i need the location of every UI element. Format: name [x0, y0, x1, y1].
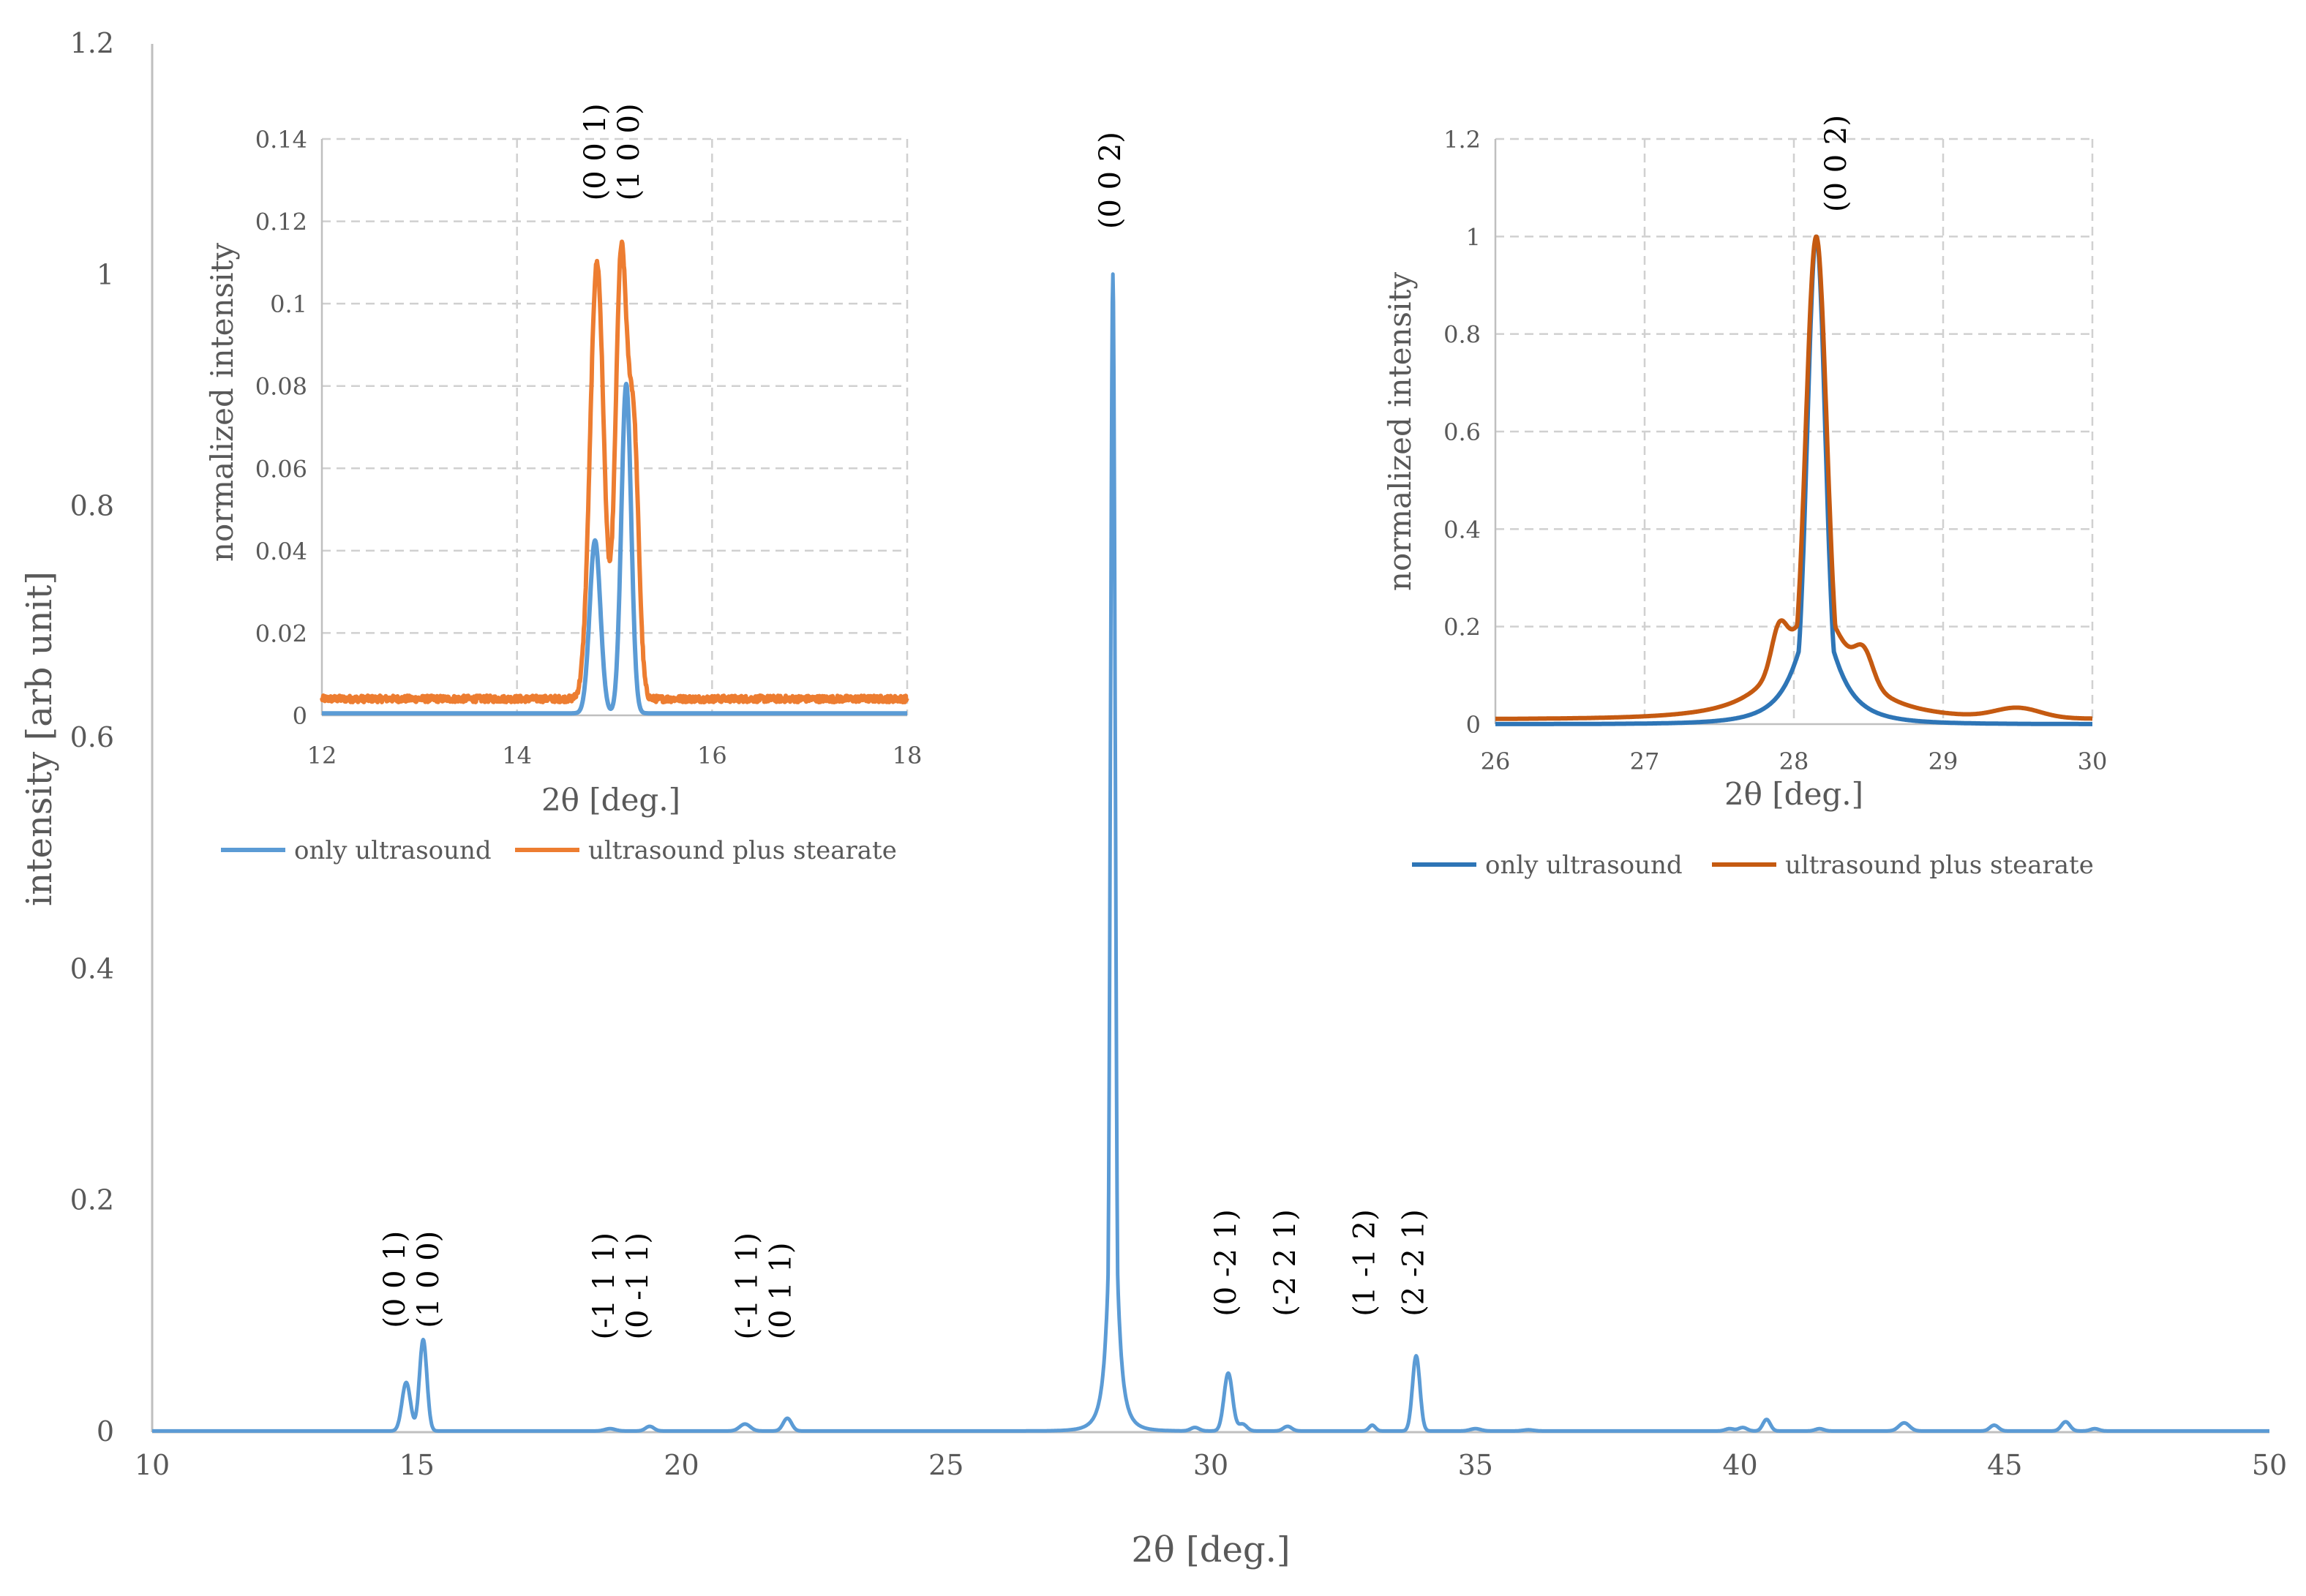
inset-left-y-tick-label: 0.1: [270, 290, 307, 318]
main-x-tick-label: 20: [664, 1449, 699, 1481]
main-chart: 10 15 20 25 30 35 40 45 50 00.20.40.60.811.2 (0 …: [19, 27, 2287, 1570]
main-peak-annotation: (1 -1 2): [1348, 1209, 1381, 1317]
inset-left-series-ultrasound-plus-stearate: [320, 239, 909, 704]
inset-left-peak-annotation: (1 0 0): [612, 103, 646, 200]
inset-left-x-tick-label: 14: [502, 742, 532, 769]
legend-label-ultrasound-plus-stearate: ultrasound plus stearate: [588, 836, 897, 865]
main-x-tick-label: 50: [2252, 1449, 2287, 1481]
main-peak-annotation: (0 0 1): [378, 1231, 412, 1328]
legend-label-only-ultrasound-right: only ultrasound: [1485, 851, 1683, 880]
inset-left-y-tick-label: 0: [293, 702, 307, 730]
legend-label-ultrasound-plus-stearate-right: ultrasound plus stearate: [1785, 851, 2094, 880]
inset-left-chart: 12 14 16 18 0 0.02 0.04 0.06 0.08 0.1 0.12 0.14 (0…: [204, 103, 922, 865]
legend-label-only-ultrasound: only ultrasound: [294, 836, 492, 865]
main-peak-annotation: (-1 1 1): [587, 1232, 621, 1340]
main-x-tick-label: 35: [1458, 1449, 1493, 1481]
main-y-axis-title: intensity [arb unit]: [19, 571, 60, 906]
inset-right-y-tick-label: 1.2: [1443, 126, 1481, 154]
main-peak-annotation: (0 1 1): [764, 1243, 797, 1340]
inset-right-y-tick-label: 0.8: [1443, 321, 1481, 349]
main-y-tick-label: 0.6: [70, 721, 114, 753]
inset-right-x-tick-label: 27: [1630, 748, 1660, 775]
inset-left-y-tick-label: 0.04: [255, 538, 307, 565]
inset-left-y-tick-label: 0.12: [255, 208, 307, 236]
inset-right-y-tick-label: 0.2: [1443, 614, 1481, 641]
main-y-tick-label: 0.8: [70, 490, 114, 522]
main-y-tick-label: 1: [97, 258, 114, 290]
main-x-tick-label: 30: [1193, 1449, 1228, 1481]
main-y-tick-label: 1.2: [70, 27, 114, 59]
inset-right-chart: 26 27 28 29 30 0 0.2 0.4 0.6 0.8 1 1.2 (0 0 2) 2θ …: [1382, 115, 2107, 880]
inset-right-peak-annotation: (0 0 2): [1819, 115, 1853, 212]
inset-right-y-tick-label: 1: [1466, 223, 1481, 251]
main-y-tick-label: 0.4: [70, 952, 114, 985]
main-x-tick-label: 15: [399, 1449, 435, 1481]
inset-right-x-tick-label: 30: [2078, 748, 2108, 775]
main-x-axis-title: 2θ [deg.]: [1131, 1529, 1290, 1570]
inset-right-y-axis-title: normalized intensity: [1382, 272, 1418, 591]
main-peak-annotation: (0 -2 1): [1209, 1209, 1243, 1317]
inset-left-y-tick-label: 0.14: [255, 126, 307, 154]
inset-right-legend: only ultrasound ultrasound plus stearate: [1412, 851, 2094, 880]
inset-right-series-ultrasound-plus-stearate: [1493, 234, 2095, 721]
main-peak-annotation: (-1 1 1): [730, 1232, 764, 1340]
inset-left-x-tick-label: 12: [307, 742, 337, 769]
inset-left-y-tick-label: 0.02: [255, 620, 307, 647]
main-series-only-ultrasound: [151, 272, 2271, 1433]
main-x-tick-label: 10: [135, 1449, 170, 1481]
main-peak-annotation: (1 0 0): [412, 1231, 446, 1328]
inset-left-y-axis-title: normalized intensity: [204, 243, 240, 562]
inset-right-x-tick-label: 28: [1779, 748, 1809, 775]
inset-left-y-tick-label: 0.08: [255, 373, 307, 401]
main-peak-annotation: (-2 2 1): [1269, 1209, 1302, 1317]
inset-left-peak-annotation: (0 0 1): [579, 103, 612, 200]
main-peak-annotation: (0 0 2): [1094, 132, 1127, 229]
main-x-tick-label: 45: [1987, 1449, 2022, 1481]
main-peak-annotation: (2 -2 1): [1397, 1209, 1431, 1317]
inset-right-y-tick-label: 0.6: [1443, 418, 1481, 446]
main-y-tick-label: 0.2: [70, 1184, 114, 1216]
inset-right-y-tick-label: 0.4: [1443, 516, 1481, 543]
inset-right-x-tick-label: 29: [1928, 748, 1958, 775]
inset-left-series-only-ultrasound: [320, 381, 909, 716]
inset-left-legend: only ultrasound ultrasound plus stearate: [221, 836, 897, 865]
inset-left-x-tick-label: 18: [893, 742, 923, 769]
main-x-tick-label: 25: [928, 1449, 964, 1481]
inset-right-y-tick-label: 0: [1466, 711, 1481, 739]
inset-right-series-only-ultrasound: [1493, 234, 2095, 726]
main-peak-annotation: (0 -1 1): [621, 1232, 655, 1340]
main-y-tick-label: 0: [97, 1415, 114, 1448]
inset-left-x-axis-title: 2θ [deg.]: [541, 782, 680, 818]
inset-right-x-axis-title: 2θ [deg.]: [1724, 776, 1863, 812]
inset-left-x-tick-label: 16: [697, 742, 727, 769]
main-x-tick-label: 40: [1722, 1449, 1757, 1481]
inset-left-y-tick-label: 0.06: [255, 455, 307, 483]
inset-right-x-tick-label: 26: [1481, 748, 1511, 775]
